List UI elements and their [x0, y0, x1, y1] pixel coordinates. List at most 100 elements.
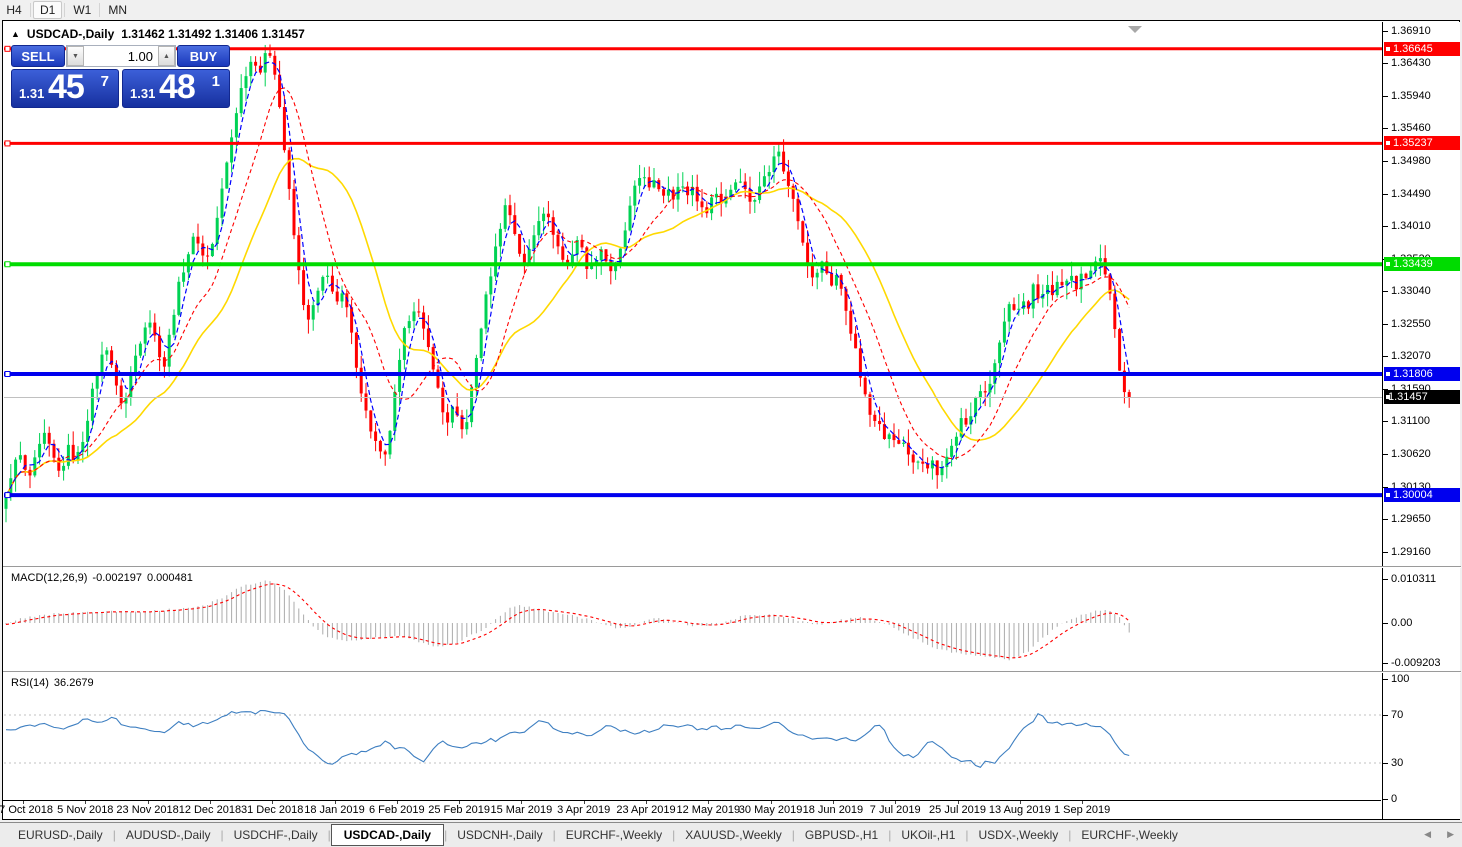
date-tick [521, 801, 523, 804]
chart-tab-eurchf-weekly[interactable]: EURCHF-,Weekly [565, 828, 663, 842]
date-tick [895, 801, 897, 804]
tab-scroll-controls: ◀ ▶ [1424, 829, 1454, 840]
level-anchor[interactable] [4, 492, 11, 499]
toolbar-separator [30, 3, 31, 17]
date-tick [770, 801, 772, 804]
level-anchor[interactable] [4, 370, 11, 377]
chart-tab-eurusd-daily[interactable]: EURUSD-,Daily [18, 828, 103, 842]
date-tick [708, 801, 710, 804]
tab-scroll-right-icon[interactable]: ▶ [1447, 829, 1454, 839]
date-axis-label: 3 Apr 2019 [557, 804, 611, 816]
sell-quote-button[interactable]: 1.31 45 7 [11, 68, 119, 108]
tab-separator: | [327, 828, 331, 842]
level-anchor[interactable] [4, 140, 11, 147]
level-anchor[interactable] [4, 45, 11, 52]
chart-tab-gbpusd-h1[interactable]: GBPUSD-,H1 [804, 828, 879, 842]
rsi-pane [4, 709, 1382, 768]
chart-tabs: EURUSD-,Daily | AUDUSD-,Daily | USDCHF-,Dail… [0, 824, 1188, 846]
date-axis-label: 1 Sep 2019 [1053, 804, 1111, 816]
chart-tab-xauusd-weekly[interactable]: XAUUSD-,Weekly [685, 828, 782, 842]
buy-price-main: 48 [159, 68, 196, 106]
chart-canvas [4, 26, 1382, 768]
chart-tab-audusd-daily[interactable]: AUDUSD-,Daily [125, 828, 211, 842]
pane-divider-macd[interactable] [3, 566, 1461, 568]
chart-ohlc-values: 1.31462 1.31492 1.31406 1.31457 [121, 27, 305, 41]
volume-decrease-button[interactable]: ▼ [67, 46, 84, 66]
rsi-name: RSI(14) [11, 677, 49, 689]
symbol-arrow-icon: ▲ [11, 29, 20, 39]
level-price-badge: 1.33439 [1384, 257, 1460, 272]
date-tick [147, 801, 149, 804]
buy-quote-button[interactable]: 1.31 48 1 [122, 68, 230, 108]
pane-divider-rsi[interactable] [3, 671, 1461, 673]
chart-tab-eurchf-weekly[interactable]: EURCHF-,Weekly [1081, 828, 1178, 842]
date-axis-label: 6 Feb 2019 [368, 804, 425, 816]
tab-separator: | [791, 828, 795, 842]
date-axis-label: 18 Jan 2019 [304, 804, 365, 816]
axis-tick-label: 1.30620 [1383, 447, 1431, 460]
date-tick [583, 801, 585, 804]
date-axis-label: 13 Aug 2019 [988, 804, 1051, 816]
timeframe-button-w1[interactable]: W1 [73, 3, 92, 17]
chart-tab-usdchf-daily[interactable]: USDCHF-,Daily [233, 828, 318, 842]
current-price-badge: 1.31457 [1384, 390, 1460, 405]
macd-pane [5, 580, 1130, 661]
timeframe-button-h4[interactable]: H4 [6, 3, 22, 17]
date-axis-label: 15 Mar 2019 [490, 804, 553, 816]
date-tick [1019, 801, 1021, 804]
date-tick [957, 801, 959, 804]
axis-tick-label: 1.34010 [1383, 219, 1431, 232]
date-tick [459, 801, 461, 804]
date-axis-label: 25 Feb 2019 [428, 804, 490, 816]
timeframe-button-d1[interactable]: D1 [33, 1, 63, 19]
tab-separator: | [552, 828, 556, 842]
axis-tick-label: 1.32070 [1383, 350, 1431, 363]
axis-tick-label: 1.31100 [1383, 415, 1430, 428]
date-axis-label: 18 Jun 2019 [802, 804, 864, 816]
volume-input[interactable] [84, 46, 158, 66]
horizontal-level-lines [4, 26, 1382, 499]
date-axis-label: 17 Oct 2018 [0, 804, 53, 816]
date-tick [272, 801, 274, 804]
level-price-badge: 1.30004 [1384, 488, 1460, 503]
sell-button[interactable]: SELL [11, 45, 65, 67]
axis-tick-label: 0.00 [1382, 617, 1413, 629]
timeframe-button-mn[interactable]: MN [108, 3, 128, 17]
rsi-line [5, 709, 1130, 768]
date-axis-label: 12 Dec 2018 [178, 804, 242, 816]
date-axis-label: 12 May 2019 [676, 804, 741, 816]
chart-tab-usdx-weekly[interactable]: USDX-,Weekly [978, 828, 1059, 842]
axis-tick-label: 1.34490 [1383, 187, 1431, 200]
date-axis-label: 23 Nov 2018 [116, 804, 179, 816]
rsi-value: 36.2679 [53, 677, 94, 689]
macd-indicator-label: MACD(12,26,9) -0.002197 0.000481 [11, 572, 193, 584]
toolbar-separator [64, 3, 66, 17]
volume-increase-button[interactable]: ▲ [158, 46, 175, 66]
date-tick [832, 801, 834, 804]
one-click-trading-panel: SELL ▼ ▲ BUY 1.31 45 7 1.31 48 1 [11, 45, 230, 108]
tab-scroll-left-icon[interactable]: ◀ [1424, 829, 1432, 839]
date-tick [23, 801, 24, 804]
date-axis-label: 5 Nov 2018 [57, 804, 114, 816]
chart-shift-marker-icon[interactable] [1128, 26, 1142, 33]
date-tick [646, 801, 647, 804]
chart-tab-usdcad-daily[interactable]: USDCAD-,Daily [330, 824, 445, 846]
buy-price-pip: 1 [211, 73, 220, 90]
axis-tick-label: 0.010311 [1382, 572, 1437, 585]
level-anchor[interactable] [4, 261, 11, 268]
sell-price-prefix: 1.31 [19, 86, 45, 101]
price-axis-area [1383, 22, 1460, 819]
volume-spinner: ▼ ▲ [66, 45, 176, 67]
chart-title: ▲ USDCAD-,Daily 1.31462 1.31492 1.31406 … [11, 27, 305, 41]
axis-tick-label: 1.34980 [1383, 154, 1431, 167]
chart-tab-ukoil-h1[interactable]: UKOil-,H1 [901, 828, 956, 842]
chart-tab-usdcnh-daily[interactable]: USDCNH-,Daily [457, 828, 543, 842]
date-axis-label: 23 Apr 2019 [616, 804, 676, 816]
level-price-badge: 1.31806 [1384, 366, 1460, 381]
axis-tick-label: 1.35460 [1383, 122, 1431, 135]
date-tick [209, 801, 211, 804]
axis-separator-line [1382, 22, 1383, 819]
buy-price-prefix: 1.31 [130, 86, 156, 101]
buy-button[interactable]: BUY [177, 45, 230, 67]
